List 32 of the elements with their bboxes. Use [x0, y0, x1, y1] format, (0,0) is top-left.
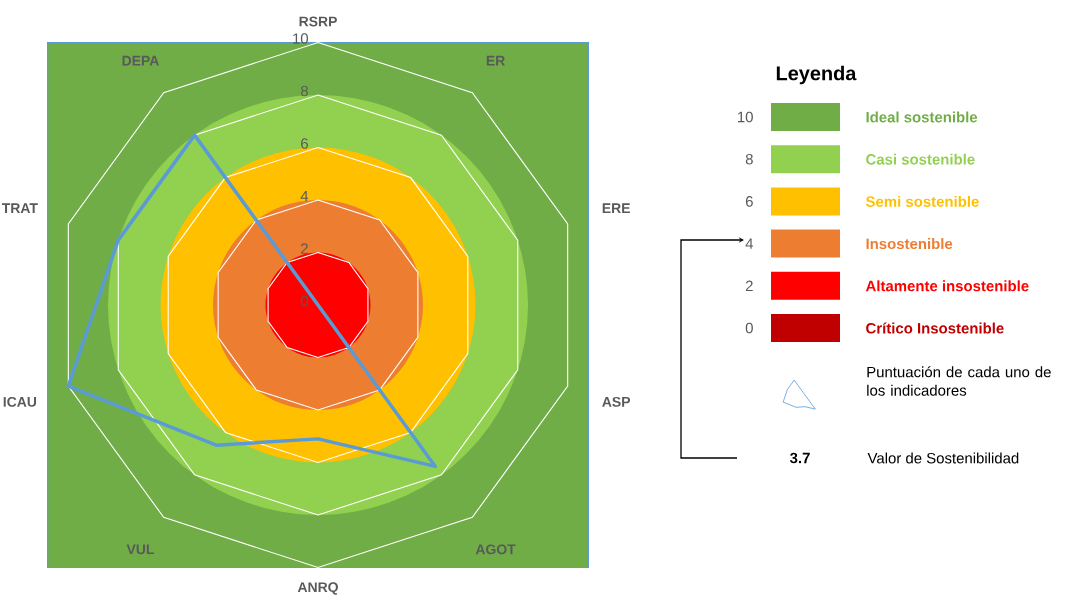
text: 10: [738, 111, 753, 123]
y-tick-label: 4: [300, 190, 309, 202]
text: Valor de Sostenibilidad: [867, 452, 1019, 464]
spoke-label: AGOT: [475, 544, 516, 555]
text: Casi sostenible: [866, 153, 975, 165]
legend-title: Leyenda: [776, 65, 857, 85]
text: 2: [745, 280, 753, 292]
text: Ideal sostenible: [866, 111, 978, 123]
text: Crítico Insostenible: [866, 322, 1004, 334]
text: 0: [745, 322, 753, 334]
spoke-label: TRAT: [1, 203, 38, 213]
text: Puntuación de cada uno de los indicadores: [867, 366, 1051, 396]
text: 3.7: [789, 452, 810, 464]
text: Altamente insostenible: [865, 280, 1029, 292]
y-tick-label: 10: [293, 33, 309, 44]
spoke-label: ER: [486, 55, 505, 66]
text: 8: [745, 153, 753, 165]
y-tick-label: 8: [300, 85, 308, 97]
text: Insostenible: [866, 238, 953, 250]
spoke-label: ERE: [602, 203, 630, 213]
spoke-label: RSRP: [299, 16, 337, 27]
spoke-label: VUL: [126, 544, 154, 555]
y-tick-label: 0: [300, 295, 309, 307]
y-tick-label: 2: [301, 243, 308, 254]
spoke-label: DEPA: [122, 55, 159, 66]
spoke-label: ANRQ: [297, 582, 338, 595]
y-tick-label: 6: [301, 138, 308, 149]
text: Semi sostenible: [865, 195, 979, 207]
spoke-label: ASP: [602, 396, 631, 407]
text: 4: [745, 238, 754, 249]
spoke-label: ICAU: [3, 396, 37, 407]
text: 6: [745, 196, 753, 207]
